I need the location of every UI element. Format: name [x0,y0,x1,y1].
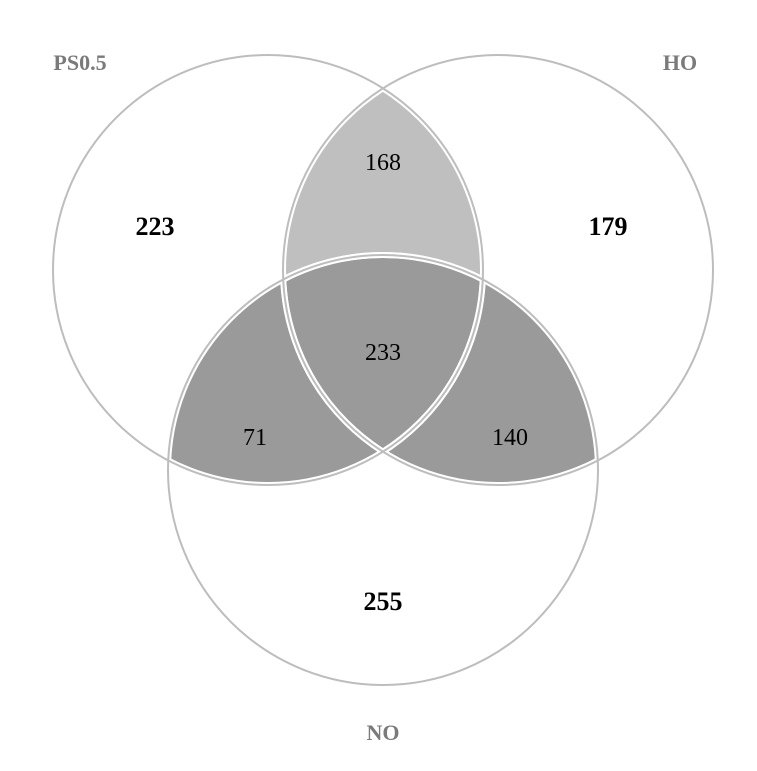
only-a-value: 223 [136,212,175,241]
ac-value: 71 [243,425,267,451]
only-b-value: 179 [589,212,628,241]
only-c-value: 255 [364,587,403,616]
set-c-label: NO [367,720,400,745]
venn-diagram: PS0.5 HO NO 223 179 255 168 71 140 233 [0,0,757,771]
ab-value: 168 [365,150,401,176]
bc-value: 140 [492,425,528,451]
abc-value: 233 [365,340,401,366]
set-a-label: PS0.5 [53,50,106,75]
set-b-label: HO [663,50,697,75]
